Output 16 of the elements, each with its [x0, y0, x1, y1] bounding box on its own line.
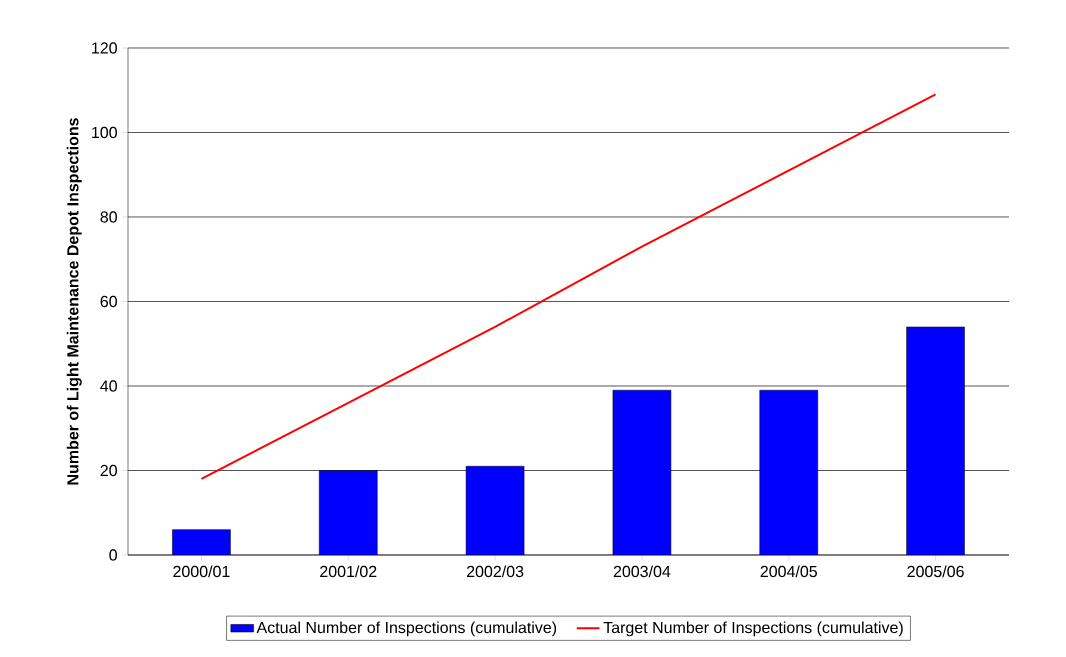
y-tick-label: 120	[92, 42, 117, 54]
x-tick-label: 2001/02	[320, 565, 377, 578]
x-tick-label: 2002/03	[466, 565, 524, 578]
x-tick-label: 2005/06	[907, 565, 964, 578]
x-tick-label: 2000/01	[173, 565, 230, 578]
y-tick-label: 0	[109, 549, 117, 561]
legend-label: Target Number of Inspections (cumulative)	[603, 621, 903, 637]
y-axis-title: Number of Light Maintenance Depot Inspections	[66, 118, 82, 485]
x-tick-label: 2004/05	[760, 565, 817, 578]
y-tick-label: 100	[92, 126, 117, 139]
y-tick-label: 20	[100, 464, 117, 477]
y-tick-label: 80	[100, 211, 117, 223]
x-tick-label: 2003/04	[613, 565, 671, 578]
y-tick-label: 40	[100, 380, 117, 392]
y-tick-label: 60	[100, 295, 117, 308]
legend-label: Actual Number of Inspections (cumulative)	[256, 621, 557, 637]
